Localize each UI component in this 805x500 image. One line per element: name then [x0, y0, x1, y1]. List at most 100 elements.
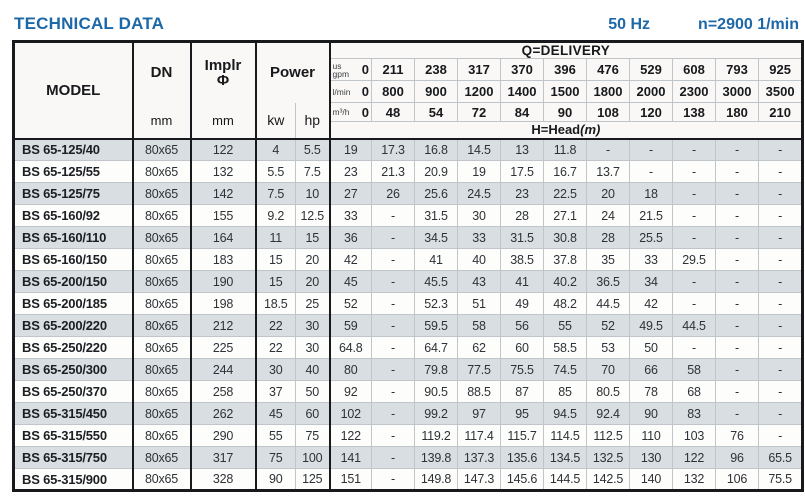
head-cell: 30 — [457, 204, 502, 227]
head-cell: 20.9 — [414, 160, 459, 183]
head-cell: - — [371, 468, 416, 491]
head-cell: 94.5 — [543, 402, 588, 425]
head-cell: 24.5 — [457, 182, 502, 205]
head-cell: 59 — [328, 314, 373, 337]
kw-cell: 22 — [254, 336, 296, 359]
delivery-value: 180 — [715, 102, 760, 122]
delivery-value: 793 — [715, 58, 760, 81]
head-cell: 70 — [586, 358, 631, 381]
head-cell: - — [629, 138, 674, 161]
head-cell: 51 — [457, 292, 502, 315]
head-unit: (m) — [580, 122, 601, 138]
head-cell: 21.5 — [629, 204, 674, 227]
table-row: BS 65-200/150 80x65 190 15 20 45-45.5 43 41 40.2… — [13, 270, 804, 293]
head-cell: - — [715, 160, 760, 183]
hp-cell: 25 — [294, 292, 331, 315]
delivery-unit-wrap: m³/h 0 — [333, 105, 370, 120]
dn-cell: 80x65 — [131, 358, 191, 381]
head-cell: - — [758, 270, 804, 293]
hp-cell: 20 — [294, 248, 331, 271]
head-cell: 53 — [586, 336, 631, 359]
head-cell: - — [629, 160, 674, 183]
delivery-zero-value: 0 — [361, 104, 370, 120]
head-cell: - — [672, 204, 717, 227]
head-cell: - — [758, 336, 804, 359]
head-cell: 28 — [500, 204, 545, 227]
dn-cell: 80x65 — [131, 468, 191, 491]
hp-cell: 75 — [294, 424, 331, 447]
model-cell: BS 65-250/370 — [13, 380, 133, 403]
head-cell: 11.8 — [543, 138, 588, 161]
table-row: BS 65-200/185 80x65 198 18.5 25 52-52.3 51 49 48… — [13, 292, 804, 315]
kw-unit-cell: kw — [254, 102, 296, 140]
head-cell: 22.5 — [543, 182, 588, 205]
delivery-value: 3500 — [758, 80, 804, 103]
head-cell: - — [371, 226, 416, 249]
head-cell: 55 — [543, 314, 588, 337]
dn-cell: 80x65 — [131, 270, 191, 293]
head-cell: - — [758, 424, 804, 447]
head-cell: 151 — [328, 468, 373, 491]
head-cell: 13.7 — [586, 160, 631, 183]
head-cell: - — [715, 248, 760, 271]
head-cell: - — [371, 248, 416, 271]
dn-cell: 80x65 — [131, 380, 191, 403]
head-cell: 49 — [500, 292, 545, 315]
head-cell: 65.5 — [758, 446, 804, 469]
delivery-value: 84 — [500, 102, 545, 122]
delivery-header: Q=DELIVERY — [328, 41, 804, 59]
head-cell: 31.5 — [414, 204, 459, 227]
head-cell: - — [371, 336, 416, 359]
head-cell: 14.5 — [457, 138, 502, 161]
delivery-value: 925 — [758, 58, 804, 81]
delivery-value: 608 — [672, 58, 717, 81]
head-cell: - — [371, 314, 416, 337]
model-cell: BS 65-125/75 — [13, 182, 133, 205]
head-cell: 31.5 — [500, 226, 545, 249]
head-cell: 64.7 — [414, 336, 459, 359]
kw-cell: 30 — [254, 358, 296, 381]
head-cell: 44.5 — [586, 292, 631, 315]
head-cell: 110 — [629, 424, 674, 447]
delivery-value: 1200 — [457, 80, 502, 103]
implr-cell: 317 — [189, 446, 256, 469]
delivery-unit-label: m³/h — [332, 107, 350, 117]
head-cell: 41 — [500, 270, 545, 293]
head-cell: 23 — [328, 160, 373, 183]
kw-cell: 18.5 — [254, 292, 296, 315]
delivery-value: 370 — [500, 58, 545, 81]
delivery-unit-zero-cell: l/min 0 — [328, 80, 373, 103]
head-cell: 36 — [328, 226, 373, 249]
head-cell: 17.5 — [500, 160, 545, 183]
delivery-value: 1400 — [500, 80, 545, 103]
dn-cell: 80x65 — [131, 402, 191, 425]
head-cell: 80 — [328, 358, 373, 381]
head-cell: 50 — [629, 336, 674, 359]
kw-cell: 7.5 — [254, 182, 296, 205]
head-cell: 95 — [500, 402, 545, 425]
head-cell: 122 — [672, 446, 717, 469]
head-cell: 75.5 — [758, 468, 804, 491]
phi-symbol: Φ — [216, 71, 230, 89]
model-cell: BS 65-160/92 — [13, 204, 133, 227]
head-cell: - — [715, 314, 760, 337]
head-cell: - — [371, 358, 416, 381]
dn-cell: 80x65 — [131, 314, 191, 337]
model-cell: BS 65-160/150 — [13, 248, 133, 271]
delivery-value: 396 — [543, 58, 588, 81]
head-cell: 40.2 — [543, 270, 588, 293]
power-column-header: Power — [254, 41, 331, 103]
model-cell: BS 65-250/300 — [13, 358, 133, 381]
hp-cell: 60 — [294, 402, 331, 425]
head-cell: 97 — [457, 402, 502, 425]
kw-cell: 4 — [254, 138, 296, 161]
head-cell: 77.5 — [457, 358, 502, 381]
table-row: BS 65-315/750 80x65 317 75 100 141-139.8 137.3… — [13, 446, 804, 469]
table-row: BS 65-160/150 80x65 183 15 20 42-41 40 38.5 37.8… — [13, 248, 804, 271]
head-cell: 40 — [457, 248, 502, 271]
head-cell: 58 — [457, 314, 502, 337]
speed-label: n=2900 1/min — [698, 16, 799, 33]
model-cell: BS 65-200/150 — [13, 270, 133, 293]
head-cell: 87 — [500, 380, 545, 403]
head-cell: 132 — [672, 468, 717, 491]
